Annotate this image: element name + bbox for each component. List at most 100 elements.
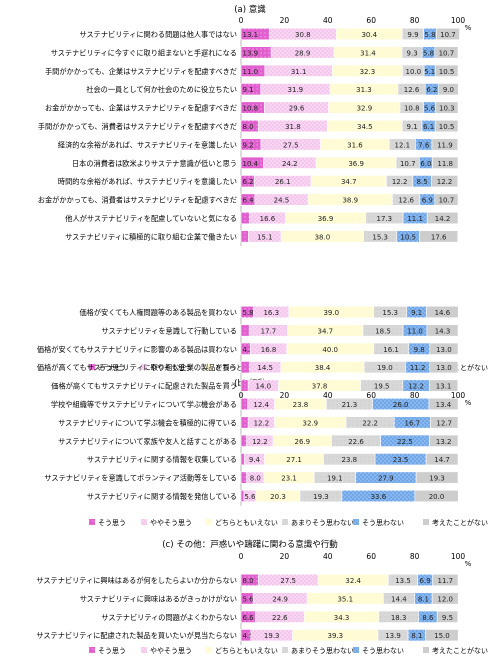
data-label: 34.7	[341, 178, 357, 186]
category-label: 価格が高くてもサステナビリティに取り組む企業の製品を買う	[37, 363, 237, 372]
data-label: 36.9	[318, 215, 334, 223]
bar-segment	[428, 397, 459, 411]
data-label: 7.6	[418, 141, 430, 149]
data-label: 8.0	[243, 577, 254, 585]
data-label: 18.3	[391, 614, 407, 622]
category-label: サステナビリティに積極的に取り組む企業で働きたい	[65, 232, 237, 241]
data-label: 23.8	[341, 456, 357, 464]
data-label: 5.6	[244, 493, 256, 501]
data-label: 26.1	[275, 178, 291, 186]
data-label: 8.5	[417, 178, 428, 186]
data-label: 39.0	[323, 309, 339, 317]
legend-label: そう思う	[98, 647, 126, 655]
data-label: 8.6	[422, 614, 434, 622]
legend-swatch	[282, 519, 288, 525]
data-label: 15.3	[382, 309, 398, 317]
bar-segment	[240, 211, 250, 225]
bar-segment	[419, 230, 459, 243]
axis-tick-label: 60	[366, 391, 376, 400]
category-label: サステナビリティを意識して行動している	[101, 326, 237, 335]
legend-swatch	[423, 647, 429, 653]
category-label: サステナビリティの問題がよくわからない	[101, 613, 237, 622]
data-label: 23.1	[281, 475, 297, 483]
data-label: 13.1	[436, 383, 452, 391]
data-label: 14.2	[435, 215, 451, 223]
category-label: 社会の一員として何か社会のために役立ちたい	[86, 85, 237, 94]
data-label: 6.1	[423, 123, 434, 131]
legend-swatch	[206, 364, 212, 370]
data-label: 10.5	[439, 68, 455, 76]
data-label: 33.6	[371, 493, 387, 501]
data-label: 20.0	[429, 493, 445, 501]
data-label: 30.4	[361, 31, 377, 39]
data-label: 31.9	[288, 86, 304, 94]
bar-segment	[429, 361, 459, 374]
data-label: 19.3	[313, 493, 329, 501]
legend-swatch	[206, 519, 212, 525]
bar-segment	[240, 434, 247, 447]
bar-segment	[432, 573, 459, 587]
category-label: サステナビリティについて家族や友人と話すことがある	[58, 437, 237, 446]
category-label: 時間的な余裕があれば、サステナビリティを意識したい	[58, 177, 237, 186]
category-label: サステナビリティに今すぐに取り組まないと手遅れになる	[51, 48, 237, 57]
bar-segment	[240, 379, 249, 392]
bar-segment	[435, 101, 459, 114]
legend-label: 考えたことがない	[432, 646, 488, 655]
legend-label: あまりそう思わない	[291, 647, 354, 655]
data-label: 21.3	[342, 401, 358, 409]
chart-title: (c) その他：戸惑いや躊躇に関わる意識や行動	[162, 539, 338, 550]
category-label: お金がかかっても、企業はサステナビリティを配慮すべきだ	[45, 104, 237, 113]
axis-unit-label: %	[465, 24, 472, 32]
data-label: 6.4	[243, 197, 255, 205]
bar-segment	[436, 610, 459, 623]
data-label: 14.5	[257, 364, 273, 372]
data-label: 4.3	[243, 346, 254, 354]
axis-tick-label: 100	[451, 391, 466, 400]
data-label: 5.8	[424, 31, 435, 39]
data-label: 12.6	[404, 86, 420, 94]
data-label: 30.8	[295, 31, 311, 39]
data-label: 36.9	[348, 160, 364, 168]
data-label: 10.5	[400, 233, 416, 241]
axis-tick-label: 100	[451, 16, 466, 25]
bar-segment	[431, 138, 459, 151]
data-label: 11.0	[243, 68, 259, 76]
category-label: 価格が安くてもサステナビリティに影響のある製品は買わない	[37, 345, 237, 354]
data-label: 15.3	[372, 233, 388, 241]
data-label: 14.4	[391, 595, 407, 603]
data-label: 9.3	[407, 49, 418, 57]
data-label: 9.1	[407, 123, 418, 131]
data-label: 10.8	[404, 105, 420, 113]
category-label: サステナビリティに関わる問題は他人事ではない	[79, 30, 237, 39]
data-label: 11.9	[437, 141, 453, 149]
axis-tick-label: 80	[410, 391, 420, 400]
data-label: 34.5	[357, 123, 373, 131]
category-label: サステナビリティに興味はあるがきっかけがない	[80, 594, 237, 603]
legend-swatch	[282, 647, 288, 653]
data-label: 24.2	[282, 160, 298, 168]
legend-label: ややそう思う	[150, 364, 192, 372]
data-label: 22.6	[272, 614, 288, 622]
data-label: 26.0	[393, 401, 409, 409]
data-label: 9.1	[243, 86, 254, 94]
data-label: 29.6	[289, 105, 305, 113]
data-label: 12.4	[253, 401, 269, 409]
data-label: 5.1	[424, 68, 435, 76]
data-label: 32.3	[360, 68, 376, 76]
data-label: 10.7	[439, 197, 455, 205]
data-label: 19.3	[264, 632, 280, 640]
category-label: サステナビリティについて学ぶ機会を積極的に得ている	[58, 418, 237, 427]
data-label: 14.6	[435, 309, 451, 317]
category-label: 経済的な余裕があれば、サステナビリティを意識したい	[58, 140, 237, 149]
data-label: 32.9	[357, 105, 373, 113]
bar-segment	[240, 230, 249, 243]
data-label: 8.1	[418, 595, 429, 603]
bar-segment	[240, 453, 245, 466]
legend-label: そう思わない	[362, 647, 404, 655]
data-label: 13.1	[243, 31, 259, 39]
bar-segment	[426, 211, 459, 225]
data-label: 12.6	[398, 197, 414, 205]
axis-tick-label: 80	[410, 16, 420, 25]
data-label: 23.5	[393, 456, 409, 464]
